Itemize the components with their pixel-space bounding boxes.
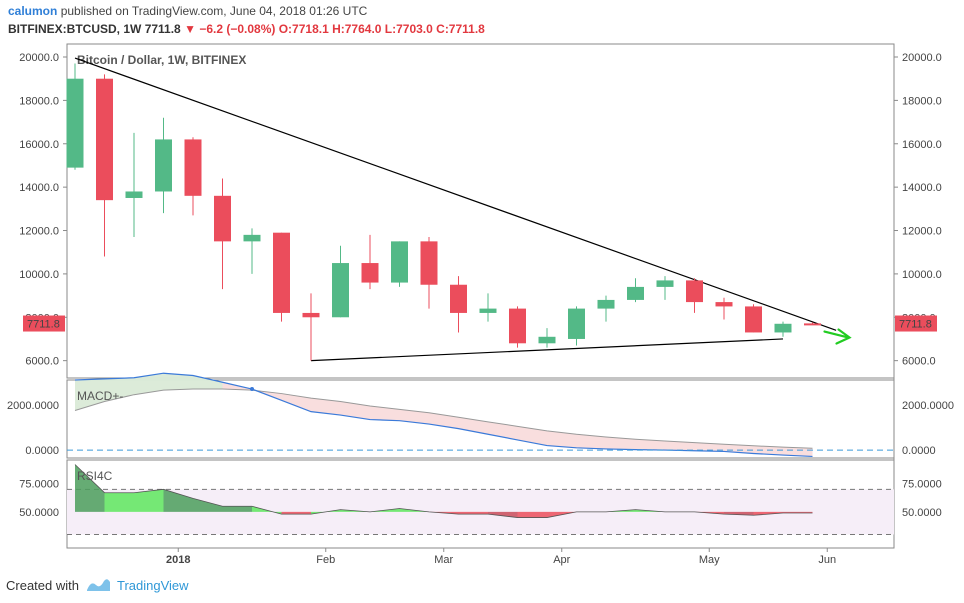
candle-body xyxy=(686,280,703,303)
y-tick-label: 6000.0 xyxy=(902,356,936,368)
rsi-segment xyxy=(193,498,223,512)
candle-body xyxy=(627,286,644,300)
candle-body xyxy=(568,308,585,339)
rsi-line xyxy=(74,464,813,518)
author-link[interactable]: calumon xyxy=(8,4,58,18)
x-tick-label: 2018 xyxy=(166,554,190,566)
candle-body xyxy=(745,306,762,333)
rsi-label: RSI4C xyxy=(77,469,113,483)
y-tick-label-left: 18000.0 xyxy=(19,95,59,107)
y-tick-label: 20000.0 xyxy=(902,52,942,64)
y-tick-label: 14000.0 xyxy=(902,182,942,194)
rsi-segment xyxy=(488,511,518,518)
candle-body xyxy=(184,139,202,196)
y-tick-label: 18000.0 xyxy=(902,95,942,107)
y-tick-label-left: 16000.0 xyxy=(19,139,59,151)
candle-body xyxy=(391,241,408,283)
candle-body xyxy=(804,323,821,326)
macd-tick-label-left: 2000.0000 xyxy=(7,400,59,412)
last-price: 7711.8 xyxy=(144,22,181,36)
y-tick-label: 16000.0 xyxy=(902,139,942,151)
rsi-segment xyxy=(75,464,105,512)
x-tick-label: Feb xyxy=(316,554,335,566)
symbol-name: BITFINEX:BTCUSD, 1W xyxy=(8,22,142,36)
rsi-tick-label-left: 75.0000 xyxy=(19,479,59,491)
candle-body xyxy=(774,323,792,333)
green-arrow-icon xyxy=(823,328,852,345)
candle-body xyxy=(302,312,320,318)
candle-body xyxy=(155,139,172,192)
macd-label: MACD+- xyxy=(77,389,123,403)
macd-signal-line xyxy=(74,388,813,449)
publish-line: calumon published on TradingView.com, Ju… xyxy=(8,4,367,18)
rsi-segment xyxy=(222,506,252,512)
candle-body xyxy=(656,280,674,287)
candle-body xyxy=(332,263,349,318)
ohlc-values: O:7718.1 H:7764.0 L:7703.0 C:7711.8 xyxy=(278,22,485,36)
price-pane xyxy=(66,43,895,379)
candle-body xyxy=(66,78,84,168)
price-tag-left xyxy=(23,315,65,332)
rsi-segment xyxy=(163,489,193,512)
y-tick-label: 10000.0 xyxy=(902,269,942,281)
symbol-line: BITFINEX:BTCUSD, 1W 7711.8 ▼ −6.2 (−0.08… xyxy=(8,22,485,36)
created-with-text: Created with xyxy=(6,577,79,593)
price-tag-left-label: 7711.8 xyxy=(27,319,60,331)
rsi-tick-label: 75.0000 xyxy=(902,479,942,491)
trendline xyxy=(310,338,784,362)
macd-fill-positive xyxy=(75,373,223,411)
footer: Created with TradingView xyxy=(6,577,189,593)
candle-body xyxy=(96,78,113,201)
rsi-tick-label: 50.0000 xyxy=(902,507,942,519)
candle-body xyxy=(538,336,556,344)
y-tick-label-left: 20000.0 xyxy=(19,52,59,64)
x-tick-label: Jun xyxy=(818,554,836,566)
change-arrow-icon: ▼ xyxy=(184,22,196,36)
tradingview-brand-link[interactable]: TradingView xyxy=(116,577,189,593)
candle-body xyxy=(361,263,379,283)
tradingview-logo-icon xyxy=(86,579,110,591)
candle-body xyxy=(597,299,615,309)
price-tag-right-label: 7711.8 xyxy=(899,319,932,331)
candle-body xyxy=(479,308,497,313)
macd-cross-point xyxy=(250,387,254,392)
macd-tick-label: 0.0000 xyxy=(902,445,936,457)
rsi-segment xyxy=(517,511,547,518)
candle-body xyxy=(243,234,261,242)
candle-body xyxy=(125,191,143,198)
rsi-segment xyxy=(458,511,488,515)
macd-tick-label-left: 0.0000 xyxy=(25,445,59,457)
y-tick-label-left: 10000.0 xyxy=(19,269,59,281)
rsi-segment xyxy=(134,489,164,512)
x-tick-label: Apr xyxy=(553,554,570,566)
candle-body xyxy=(420,241,438,285)
price-tag-right xyxy=(895,315,937,332)
y-tick-label-left: 14000.0 xyxy=(19,182,59,194)
macd-tick-label: 2000.0000 xyxy=(902,400,954,412)
y-tick-label: 12000.0 xyxy=(902,226,942,238)
macd-line xyxy=(74,372,813,458)
trendline xyxy=(74,57,837,331)
candle-body xyxy=(450,284,467,313)
candle-body xyxy=(214,195,231,242)
chart-title: Bitcoin / Dollar, 1W, BITFINEX xyxy=(77,53,246,67)
candle-body xyxy=(715,302,733,307)
x-tick-label: Mar xyxy=(434,554,453,566)
rsi-segment xyxy=(104,492,134,512)
y-tick-label-left: 12000.0 xyxy=(19,226,59,238)
candle-body xyxy=(509,308,526,344)
rsi-tick-label-left: 50.0000 xyxy=(19,507,59,519)
rsi-segment xyxy=(281,511,311,515)
candle-body xyxy=(273,232,290,313)
published-text: published on TradingView.com, June 04, 2… xyxy=(60,4,368,18)
price-change: −6.2 (−0.08%) xyxy=(199,22,276,36)
y-tick-label-left: 6000.0 xyxy=(25,356,59,368)
x-tick-label: May xyxy=(699,554,720,566)
